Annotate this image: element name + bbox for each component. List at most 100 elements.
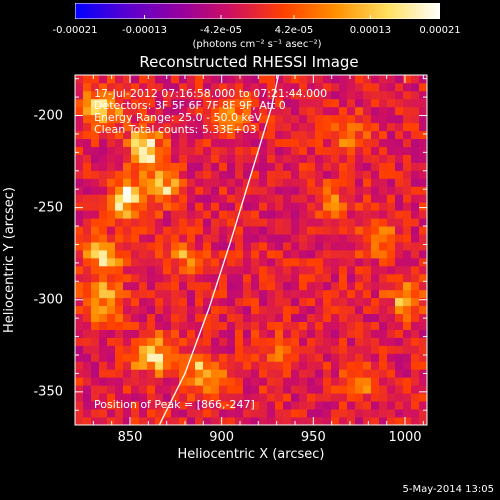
heatmap-cell: [315, 218, 324, 227]
heatmap-cell: [275, 281, 284, 291]
heatmap-cell: [139, 90, 148, 100]
heatmap-cell: [203, 337, 212, 346]
x-tick-label: 850: [117, 430, 143, 445]
heatmap-cell: [139, 106, 148, 116]
heatmap-cell: [299, 178, 308, 187]
heatmap-cell: [211, 122, 220, 132]
heatmap-cell: [339, 146, 348, 155]
heatmap-cell: [155, 234, 164, 243]
heatmap-cell: [235, 401, 244, 410]
heatmap-cell: [331, 210, 340, 219]
heatmap-cell: [179, 218, 188, 227]
heatmap-cell: [251, 122, 260, 132]
heatmap-cell: [155, 313, 164, 322]
heatmap-cell: [259, 401, 268, 410]
heatmap-cell: [251, 361, 260, 370]
heatmap-cell: [299, 385, 308, 394]
heatmap-cell: [99, 257, 108, 267]
heatmap-cell: [299, 170, 308, 179]
heatmap-cell: [339, 170, 348, 179]
heatmap-cell: [307, 130, 316, 140]
heatmap-cell: [99, 369, 108, 378]
heatmap-cell: [107, 313, 116, 322]
heatmap-cell: [251, 417, 260, 425]
heatmap-cell: [187, 218, 196, 227]
heatmap-cell: [187, 82, 196, 92]
heatmap-cell: [403, 234, 412, 243]
heatmap-cell: [91, 353, 100, 362]
heatmap-cell: [419, 98, 427, 108]
heatmap-cell: [411, 210, 420, 219]
heatmap-cell: [91, 210, 100, 219]
heatmap-cell: [251, 202, 260, 211]
heatmap-cell: [243, 178, 252, 187]
heatmap-cell: [107, 98, 116, 108]
heatmap-cell: [115, 385, 124, 394]
heatmap-cell: [379, 234, 388, 243]
heatmap-cell: [395, 114, 404, 124]
heatmap-cell: [99, 234, 108, 243]
heatmap-cell: [235, 313, 244, 322]
heatmap-cell: [179, 210, 188, 219]
heatmap-cell: [291, 385, 300, 394]
heatmap-cell: [323, 250, 332, 259]
heatmap-cell: [107, 353, 116, 362]
heatmap-cell: [123, 305, 132, 315]
heatmap-cell: [115, 186, 124, 195]
heatmap-cell: [211, 75, 220, 84]
heatmap-cell: [99, 178, 108, 187]
heatmap-cell: [307, 178, 316, 187]
heatmap-cell: [163, 210, 172, 219]
heatmap-cell: [283, 289, 292, 299]
heatmap-cell: [115, 401, 124, 410]
heatmap-cell: [387, 353, 396, 362]
heatmap-cell: [99, 210, 108, 219]
heatmap-cell: [211, 202, 220, 211]
heatmap-cell: [123, 90, 132, 100]
heatmap-cell: [395, 369, 404, 378]
heatmap-cell: [291, 90, 300, 100]
heatmap-cell: [147, 114, 156, 124]
heatmap-cell: [339, 305, 348, 315]
heatmap-cell: [395, 377, 404, 386]
heatmap-cell: [163, 401, 172, 410]
heatmap-cell: [363, 409, 372, 418]
heatmap-cell: [339, 186, 348, 195]
heatmap-cell: [347, 202, 356, 211]
heatmap-cell: [363, 202, 372, 211]
heatmap-cell: [195, 122, 204, 132]
heatmap-cell: [99, 297, 108, 307]
heatmap-cell: [219, 122, 228, 132]
heatmap-cell: [75, 329, 84, 338]
heatmap-cell: [267, 250, 276, 259]
heatmap-cell: [107, 178, 116, 187]
heatmap-cell: [107, 82, 116, 92]
heatmap-cell: [211, 393, 220, 402]
heatmap-cell: [411, 250, 420, 259]
heatmap-cell: [115, 369, 124, 378]
heatmap-cell: [227, 98, 236, 108]
heatmap-cell: [139, 194, 148, 203]
heatmap-cell: [131, 345, 140, 354]
heatmap-cell: [347, 154, 356, 163]
heatmap-cell: [171, 369, 180, 378]
heatmap-cell: [131, 98, 140, 108]
heatmap-cell: [195, 250, 204, 259]
datestamp: 5-May-2014 13:05: [402, 484, 494, 495]
heatmap-cell: [323, 138, 332, 147]
heatmap-cell: [307, 345, 316, 354]
heatmap-cell: [339, 75, 348, 84]
heatmap-cell: [419, 257, 427, 267]
heatmap-cell: [179, 305, 188, 315]
heatmap-cell: [411, 321, 420, 330]
heatmap-cell: [307, 409, 316, 418]
heatmap-cell: [131, 289, 140, 299]
heatmap-cell: [267, 194, 276, 203]
heatmap-cell: [219, 297, 228, 307]
heatmap-cell: [379, 98, 388, 108]
heatmap-cell: [243, 265, 252, 275]
heatmap-cell: [195, 401, 204, 410]
heatmap-cell: [195, 162, 204, 171]
heatmap-cell: [419, 218, 427, 227]
heatmap-cell: [347, 409, 356, 418]
